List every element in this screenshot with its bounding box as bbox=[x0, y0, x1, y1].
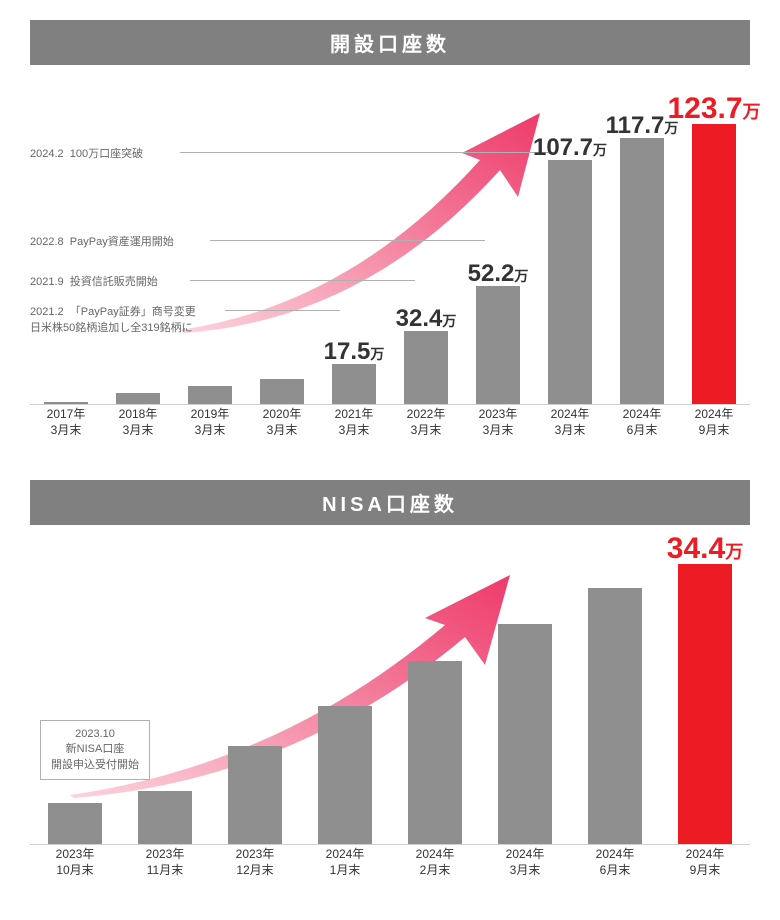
x-label: 2022年3月末 bbox=[390, 407, 462, 445]
chart2-bars: 34.4万 bbox=[30, 545, 750, 845]
chart2-section: NISA口座数 2023.10 新NISA口座 開設申込受付開始 34.4万 2… bbox=[30, 480, 750, 900]
x-label: 2023年12月末 bbox=[210, 847, 300, 885]
bar-slot bbox=[570, 545, 660, 844]
bar bbox=[260, 379, 303, 404]
x-label: 2024年1月末 bbox=[300, 847, 390, 885]
chart1-xlabels: 2017年3月末2018年3月末2019年3月末2020年3月末2021年3月末… bbox=[30, 407, 750, 445]
bar-value: 52.2万 bbox=[468, 260, 529, 288]
x-label: 2023年11月末 bbox=[120, 847, 210, 885]
bar bbox=[498, 624, 552, 844]
x-label: 2023年10月末 bbox=[30, 847, 120, 885]
x-label: 2017年3月末 bbox=[30, 407, 102, 445]
bar-highlight bbox=[692, 124, 735, 404]
bar-slot: 34.4万 bbox=[660, 545, 750, 844]
bar bbox=[476, 286, 519, 404]
bar bbox=[332, 364, 375, 404]
chart2-xlabels: 2023年10月末2023年11月末2023年12月末2024年1月末2024年… bbox=[30, 847, 750, 885]
x-label: 2023年3月末 bbox=[462, 407, 534, 445]
x-label: 2021年3月末 bbox=[318, 407, 390, 445]
x-label: 2024年9月末 bbox=[678, 407, 750, 445]
bar-slot bbox=[210, 545, 300, 844]
chart1-title: 開設口座数 bbox=[30, 20, 750, 65]
bar bbox=[48, 803, 102, 844]
chart1-section: 開設口座数 2024.2 100万口座突破 2022.8 PayPay資産運用開… bbox=[30, 20, 750, 460]
bar-value: 17.5万 bbox=[324, 338, 385, 366]
x-label: 2024年3月末 bbox=[534, 407, 606, 445]
x-label: 2024年6月末 bbox=[570, 847, 660, 885]
x-label: 2024年9月末 bbox=[660, 847, 750, 885]
bar-value: 107.7万 bbox=[533, 134, 607, 162]
bar bbox=[116, 393, 159, 404]
bar bbox=[408, 661, 462, 844]
bar-slot bbox=[102, 105, 174, 404]
x-label: 2024年3月末 bbox=[480, 847, 570, 885]
bar-slot: 32.4万 bbox=[390, 105, 462, 404]
bar-slot bbox=[390, 545, 480, 844]
bar-highlight bbox=[678, 564, 732, 844]
bar bbox=[588, 588, 642, 844]
bar bbox=[228, 746, 282, 844]
bar-slot bbox=[30, 105, 102, 404]
chart1-area: 2024.2 100万口座突破 2022.8 PayPay資産運用開始 2021… bbox=[30, 65, 750, 445]
bar-slot bbox=[300, 545, 390, 844]
bar-value: 34.4万 bbox=[667, 532, 743, 566]
bar-slot: 52.2万 bbox=[462, 105, 534, 404]
bar-slot bbox=[30, 545, 120, 844]
x-label: 2024年2月末 bbox=[390, 847, 480, 885]
bar bbox=[188, 386, 231, 404]
bar bbox=[318, 706, 372, 844]
x-label: 2018年3月末 bbox=[102, 407, 174, 445]
bar bbox=[620, 138, 663, 404]
bar-value: 32.4万 bbox=[396, 305, 457, 333]
bar-slot bbox=[480, 545, 570, 844]
chart2-title: NISA口座数 bbox=[30, 480, 750, 525]
x-label: 2024年6月末 bbox=[606, 407, 678, 445]
bar bbox=[404, 331, 447, 404]
chart1-bars: 17.5万 32.4万 52.2万 107.7万117.7万123.7万 bbox=[30, 105, 750, 405]
bar bbox=[44, 402, 87, 404]
x-label: 2020年3月末 bbox=[246, 407, 318, 445]
bar-slot bbox=[120, 545, 210, 844]
bar bbox=[548, 160, 591, 404]
x-label: 2019年3月末 bbox=[174, 407, 246, 445]
bar-value: 123.7万 bbox=[667, 92, 760, 126]
bar-slot: 17.5万 bbox=[318, 105, 390, 404]
bar-slot: 107.7万 bbox=[534, 105, 606, 404]
chart2-area: 2023.10 新NISA口座 開設申込受付開始 34.4万 2023年10月末… bbox=[30, 525, 750, 885]
bar-slot bbox=[246, 105, 318, 404]
bar-slot bbox=[174, 105, 246, 404]
bar bbox=[138, 791, 192, 844]
bar-slot: 117.7万 bbox=[606, 105, 678, 404]
bar-slot: 123.7万 bbox=[678, 105, 750, 404]
